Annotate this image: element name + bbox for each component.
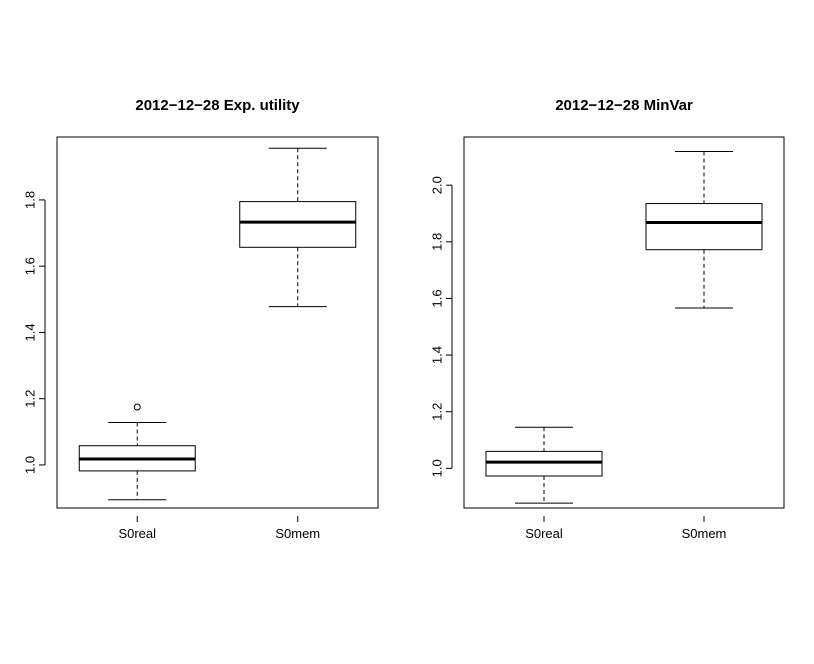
plot-frame xyxy=(463,136,785,509)
x-category-label: S0mem xyxy=(275,526,320,541)
x-category-label: S0real xyxy=(525,526,563,541)
chart-title: 2012−12−28 MinVar xyxy=(555,97,693,114)
outlier-point xyxy=(133,403,141,411)
y-tick-label: 1.8 xyxy=(429,233,444,251)
y-tick-label: 1.4 xyxy=(429,346,444,364)
box-iqr xyxy=(645,203,763,251)
y-tick-label: 1.4 xyxy=(22,323,37,341)
y-tick-label: 1.2 xyxy=(429,403,444,421)
box-iqr xyxy=(239,201,357,248)
chart-title: 2012−12−28 Exp. utility xyxy=(135,97,300,114)
plot-frame xyxy=(56,136,379,509)
y-tick-label: 1.0 xyxy=(429,459,444,477)
box-iqr xyxy=(485,450,603,477)
y-tick-label: 1.8 xyxy=(22,191,37,209)
y-tick-label: 1.6 xyxy=(429,289,444,307)
x-category-label: S0mem xyxy=(682,526,727,541)
x-category-label: S0real xyxy=(118,526,156,541)
y-tick-label: 2.0 xyxy=(429,176,444,194)
y-tick-label: 1.2 xyxy=(22,390,37,408)
y-tick-label: 1.0 xyxy=(22,456,37,474)
y-tick-label: 1.6 xyxy=(22,257,37,275)
